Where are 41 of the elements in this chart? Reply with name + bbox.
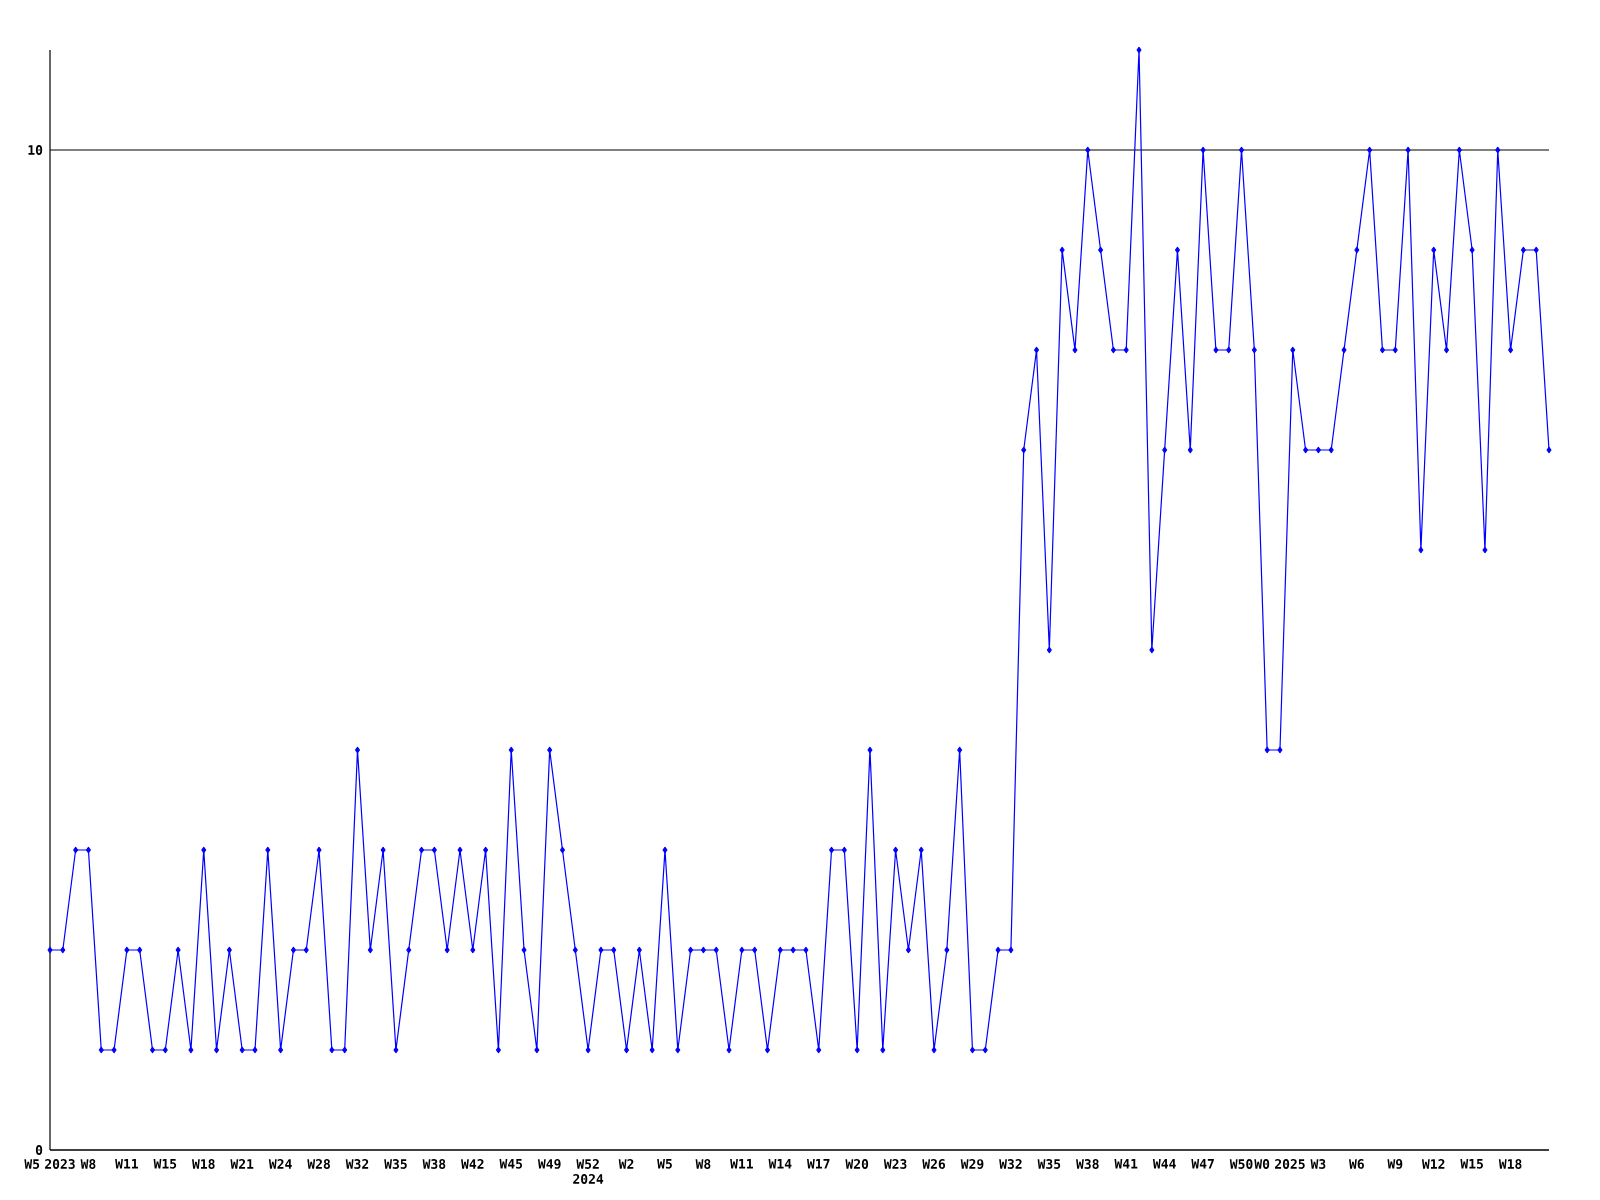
x-tick-label: W17 <box>806 1159 830 1169</box>
x-tick-label: W41 <box>1114 1159 1138 1169</box>
x-tick-label: W8 <box>695 1159 711 1169</box>
x-tick-label: W21 <box>230 1159 254 1169</box>
x-tick-label: W32 <box>345 1159 369 1169</box>
x-tick-label: W12 <box>1421 1159 1445 1169</box>
x-tick-label: W3 <box>1310 1159 1326 1169</box>
x-tick-label: W50 <box>1229 1159 1253 1169</box>
x-tick-label: W5 2023 <box>24 1159 75 1169</box>
x-tick-label: W44 <box>1152 1159 1176 1169</box>
x-tick-label: W11 <box>115 1159 138 1169</box>
x-tick-label: W0 2025 <box>1254 1159 1305 1169</box>
x-tick-label: W15 <box>1460 1159 1483 1169</box>
x-tick-label: W6 <box>1349 1159 1364 1169</box>
x-tick-label: W14 <box>768 1159 792 1169</box>
x-tick-label: W15 <box>153 1159 177 1169</box>
x-tick-label: W38 <box>422 1159 446 1169</box>
x-tick-label: W47 <box>1191 1159 1214 1169</box>
x-tick-label: W35 <box>1037 1159 1061 1169</box>
x-tick-label: W38 <box>1076 1159 1099 1169</box>
x-tick-label: W49 <box>537 1159 561 1169</box>
x-tick-label: W24 <box>268 1159 292 1169</box>
x-tick-label: W26 <box>922 1159 946 1169</box>
x-tick-label: W28 <box>307 1159 330 1169</box>
x-tick-label: W18 <box>192 1159 215 1169</box>
x-tick-label: W23 <box>883 1159 907 1169</box>
x-tick-label: W32 <box>999 1159 1022 1169</box>
y-tick-label: 10 <box>28 145 43 155</box>
x-tick-label: W29 <box>960 1159 984 1169</box>
y-tick-label: 0 <box>35 1145 43 1155</box>
x-tick-label: W8 <box>80 1159 96 1169</box>
x-tick-label: W52 2024 <box>573 1159 604 1184</box>
x-tick-label: W2 <box>618 1159 634 1169</box>
x-tick-label: W18 <box>1498 1159 1522 1169</box>
x-tick-label: W35 <box>384 1159 407 1169</box>
x-tick-label: W20 <box>845 1159 869 1169</box>
x-tick-label: W5 <box>657 1159 672 1169</box>
x-tick-label: W11 <box>730 1159 753 1169</box>
x-tick-label: W45 <box>499 1159 523 1169</box>
x-tick-label: W42 <box>461 1159 484 1169</box>
x-tick-label: W9 <box>1387 1159 1403 1169</box>
